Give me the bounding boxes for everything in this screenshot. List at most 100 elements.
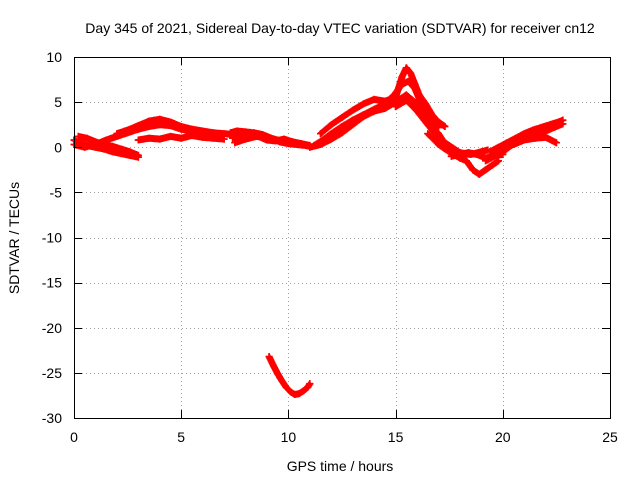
series-track-k <box>317 64 449 138</box>
data-point <box>327 135 335 143</box>
data-marks <box>70 64 567 399</box>
data-point <box>306 143 314 151</box>
y-tick-label: -5 <box>50 184 63 200</box>
x-tick-label: 5 <box>177 429 185 445</box>
data-point <box>156 115 164 123</box>
data-point <box>109 142 117 150</box>
data-point <box>166 118 174 126</box>
data-point <box>381 97 389 105</box>
x-tick-label: 10 <box>281 429 297 445</box>
data-point <box>134 122 142 130</box>
data-point <box>166 132 174 140</box>
data-point <box>413 107 421 115</box>
data-point <box>220 135 228 143</box>
data-point <box>434 141 442 149</box>
series-track-i <box>265 353 314 399</box>
data-point <box>456 150 464 158</box>
data-point <box>359 100 367 108</box>
data-point <box>499 148 507 156</box>
data-point <box>287 388 295 396</box>
chart-title: Day 345 of 2021, Sidereal Day-to-day VTE… <box>85 20 595 36</box>
data-point <box>252 132 260 140</box>
data-point <box>83 134 91 142</box>
data-point <box>415 91 423 99</box>
data-point <box>559 116 567 124</box>
data-point <box>537 123 545 131</box>
data-point <box>284 139 292 147</box>
data-point <box>269 362 277 370</box>
data-point <box>199 127 207 135</box>
data-point <box>555 118 563 126</box>
data-point <box>503 139 511 147</box>
data-point <box>428 111 436 119</box>
data-point <box>520 130 528 138</box>
series-track-r <box>510 133 560 149</box>
series-track-d <box>113 115 239 139</box>
data-point <box>488 161 496 169</box>
data-point <box>102 136 110 144</box>
data-point <box>274 136 282 144</box>
data-point <box>231 139 239 147</box>
data-point <box>469 166 477 174</box>
data-point <box>295 141 303 149</box>
data-point <box>370 107 378 115</box>
data-point <box>263 133 271 141</box>
data-point <box>199 133 207 141</box>
data-point <box>327 121 335 129</box>
x-tick-labels: 0 5 10 15 20 25 <box>70 429 618 445</box>
data-point <box>411 80 419 88</box>
y-tick-label: 0 <box>54 139 62 155</box>
data-point <box>422 100 430 108</box>
data-point <box>445 148 453 156</box>
data-point <box>134 151 142 159</box>
data-point <box>299 387 307 395</box>
x-tick-label: 15 <box>388 429 404 445</box>
data-point <box>402 96 410 104</box>
data-point <box>510 141 518 149</box>
y-tick-labels: -30 -25 -20 -15 -10 -5 0 5 10 <box>42 49 62 426</box>
data-point <box>520 136 528 144</box>
data-point <box>188 132 196 140</box>
data-point <box>209 134 217 142</box>
data-point <box>407 69 415 77</box>
data-point <box>424 121 432 129</box>
data-point <box>424 130 432 138</box>
y-tick-label: -30 <box>42 410 62 426</box>
series-track-e <box>134 132 228 144</box>
series-track-h <box>231 132 303 149</box>
data-point <box>462 157 470 165</box>
data-point <box>81 143 89 151</box>
data-point <box>349 121 357 129</box>
data-point <box>434 134 442 142</box>
data-point <box>473 150 481 158</box>
data-point <box>482 166 490 174</box>
y-tick-label: -20 <box>42 320 62 336</box>
axis-ticks <box>74 57 611 419</box>
data-point <box>134 136 142 144</box>
y-axis-label: SDTVAR / TECUs <box>6 182 22 294</box>
data-point <box>229 134 237 142</box>
data-point <box>402 64 410 72</box>
x-tick-label: 20 <box>495 429 511 445</box>
data-point <box>124 126 132 134</box>
data-point <box>338 113 346 121</box>
data-point <box>74 132 82 140</box>
data-point <box>490 152 498 160</box>
x-tick-label: 0 <box>70 429 78 445</box>
data-point <box>529 126 537 134</box>
data-point <box>306 380 314 388</box>
data-point <box>441 122 449 130</box>
data-point <box>227 129 235 137</box>
data-point <box>188 125 196 133</box>
data-point <box>91 141 99 149</box>
data-point <box>291 391 299 399</box>
data-point <box>392 103 400 111</box>
data-point <box>177 134 185 142</box>
data-point <box>359 113 367 121</box>
data-point <box>274 370 282 378</box>
data-point <box>370 95 378 103</box>
data-point <box>242 135 250 143</box>
data-point <box>413 100 421 108</box>
data-point <box>398 73 406 81</box>
